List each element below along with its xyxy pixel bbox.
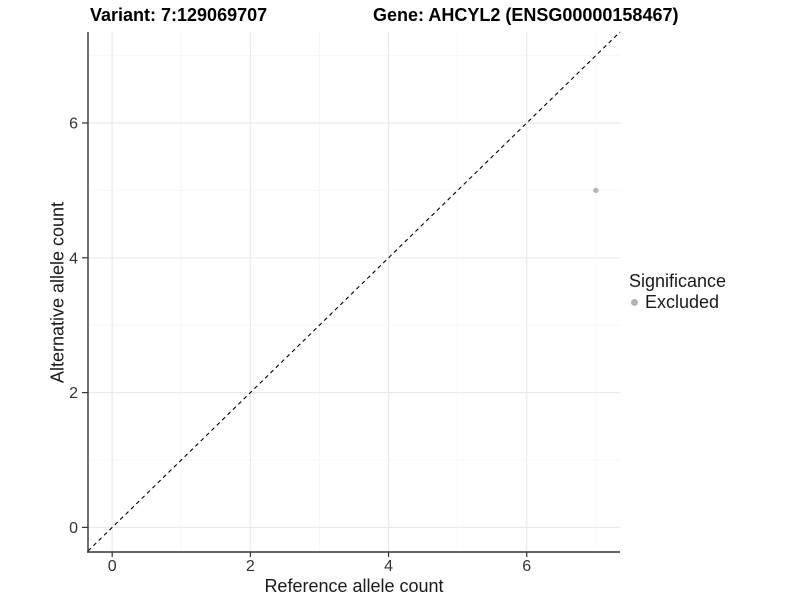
x-tick-label: 0 [108, 558, 117, 575]
identity-dashed-line [87, 31, 621, 552]
legend-title: Significance [629, 271, 727, 291]
x-tick-label: 2 [246, 558, 255, 575]
legend-item-label: Excluded [645, 292, 720, 312]
x-tick-label: 4 [384, 558, 393, 575]
data-point-excluded [593, 187, 599, 193]
legend-item-excluded: Excluded [629, 292, 726, 313]
y-tick-label: 6 [69, 115, 78, 132]
y-axis-title: Alternative allele count [47, 201, 68, 384]
x-tick-label: 6 [522, 558, 531, 575]
y-tick-label: 2 [69, 385, 78, 402]
gene-title: Gene: AHCYL2 (ENSG00000158467) [373, 5, 679, 25]
y-tick-label: 0 [69, 520, 78, 537]
x-axis-title: Reference allele count [264, 576, 444, 596]
legend: Significance Excluded [629, 271, 726, 313]
variant-title: Variant: 7:129069707 [90, 5, 268, 25]
y-tick-label: 4 [69, 250, 78, 267]
excluded-point-icon [631, 299, 638, 306]
